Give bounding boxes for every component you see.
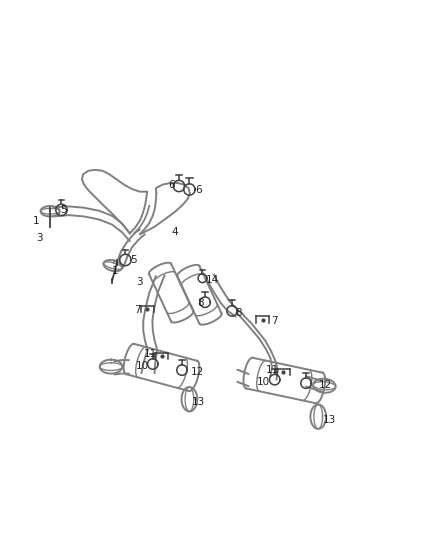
Text: 13: 13 xyxy=(192,397,205,407)
Text: 6: 6 xyxy=(195,185,201,195)
Text: 1: 1 xyxy=(111,266,118,276)
Text: 11: 11 xyxy=(266,365,279,375)
Text: 8: 8 xyxy=(197,298,204,309)
Text: 7: 7 xyxy=(271,316,278,326)
Text: 10: 10 xyxy=(257,377,270,387)
Text: 5: 5 xyxy=(60,205,67,215)
Text: 1: 1 xyxy=(32,216,39,226)
Text: 12: 12 xyxy=(319,380,332,390)
Text: 3: 3 xyxy=(136,277,143,287)
Text: 3: 3 xyxy=(36,233,43,243)
Text: 8: 8 xyxy=(236,308,242,318)
Text: 11: 11 xyxy=(144,350,157,359)
Text: 12: 12 xyxy=(191,367,204,377)
Text: 7: 7 xyxy=(134,305,141,315)
Text: 14: 14 xyxy=(206,274,219,285)
Text: 5: 5 xyxy=(130,255,136,265)
Text: 13: 13 xyxy=(322,415,336,425)
Text: 4: 4 xyxy=(171,227,178,237)
Text: 10: 10 xyxy=(135,361,148,371)
Text: 6: 6 xyxy=(168,180,175,190)
